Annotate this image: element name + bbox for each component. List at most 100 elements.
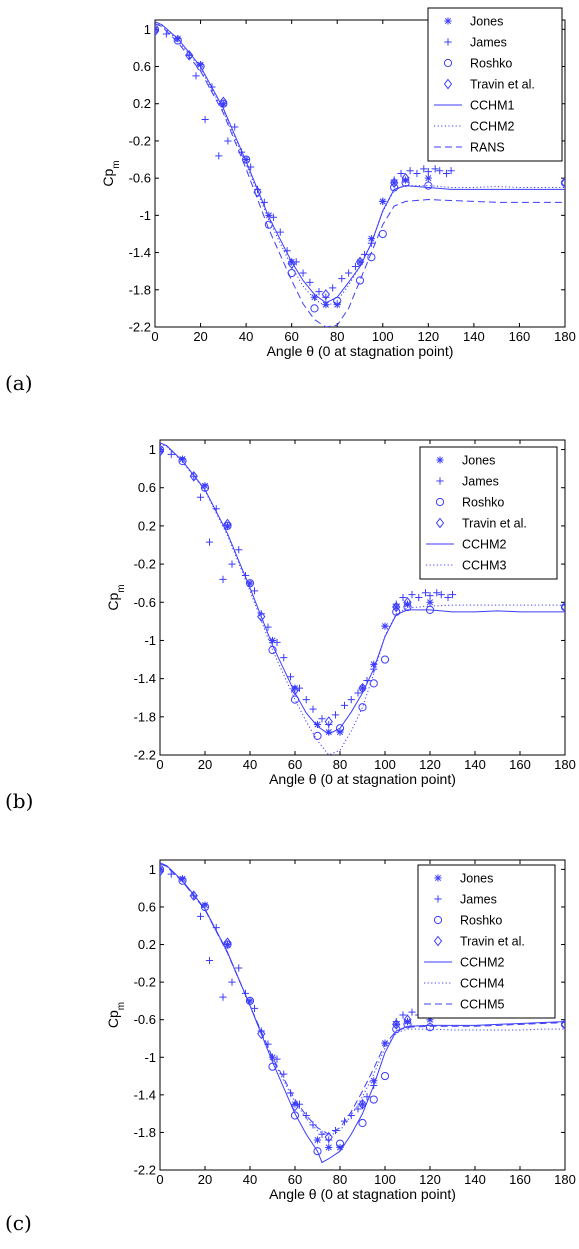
data-point-james — [345, 269, 353, 277]
legend-swatch-james — [436, 477, 444, 485]
x-tick-label: 80 — [333, 757, 347, 772]
data-point-james — [420, 165, 428, 173]
data-point-jones — [313, 720, 322, 729]
data-point-jones — [424, 174, 432, 182]
legend-entry-travin-et-al: Travin et al. — [470, 78, 535, 92]
data-point-james — [205, 956, 214, 965]
y-tick-label: 1 — [144, 22, 151, 37]
data-point-jones — [325, 1143, 333, 1152]
data-point-travin-et-al — [403, 596, 412, 608]
data-point-james — [318, 1130, 326, 1138]
y-tick-label: 1 — [149, 862, 156, 877]
data-point-roshko — [369, 1095, 378, 1104]
data-point-james — [273, 638, 281, 646]
data-point-roshko — [367, 253, 376, 262]
x-tick-label: 120 — [419, 757, 441, 772]
data-point-james — [192, 72, 200, 80]
x-tick-label: 40 — [243, 1172, 257, 1187]
data-point-james — [196, 912, 205, 920]
data-point-james — [196, 493, 205, 501]
data-point-james — [408, 591, 416, 599]
data-point-jones — [358, 684, 367, 692]
data-point-travin-et-al — [160, 446, 165, 457]
x-tick-label: 0 — [156, 1172, 163, 1187]
data-point-roshko — [310, 304, 319, 313]
data-point-jones — [322, 301, 330, 309]
legend-swatch-jones — [436, 456, 444, 464]
y-tick-label: -1.4 — [134, 671, 156, 686]
data-point-jones — [370, 660, 378, 668]
data-point-jones — [201, 901, 209, 909]
data-point-travin-et-al — [189, 470, 198, 482]
legend-swatch-roshko — [443, 58, 453, 68]
legend-entry-jones: Jones — [460, 872, 493, 886]
data-point-jones — [246, 997, 254, 1005]
y-tick-label: -0.6 — [129, 171, 151, 186]
data-point-roshko — [424, 181, 433, 190]
data-point-travin-et-al — [560, 177, 565, 189]
x-tick-label: 80 — [330, 329, 344, 344]
legend-entry-cchm1: CCHM1 — [470, 99, 514, 113]
panel-label: (a) — [5, 371, 33, 395]
legend-entry-roshko: Roshko — [470, 57, 512, 71]
y-tick-label: -1 — [139, 208, 151, 223]
x-tick-label: 120 — [417, 329, 439, 344]
x-tick-label: 180 — [554, 1172, 576, 1187]
data-point-james — [201, 115, 209, 124]
series-line-cchm1 — [155, 21, 565, 304]
data-point-james — [442, 169, 451, 178]
plot-series-group — [160, 442, 565, 755]
y-tick-label: -0.2 — [129, 133, 151, 148]
y-tick-label: -0.2 — [134, 557, 156, 572]
data-point-james — [325, 1136, 333, 1144]
data-point-travin-et-al — [392, 1019, 401, 1030]
data-point-james — [315, 288, 323, 296]
y-axis-label-subscript: m — [116, 584, 127, 592]
data-point-roshko — [178, 876, 187, 885]
data-point-james — [331, 711, 340, 719]
data-point-roshko — [355, 276, 365, 285]
x-tick-label: 140 — [464, 1172, 486, 1187]
y-tick-label: -1.4 — [129, 245, 151, 260]
data-point-james — [219, 993, 227, 1001]
data-point-james — [306, 278, 314, 286]
data-point-james — [397, 169, 405, 178]
x-tick-label: 20 — [198, 757, 212, 772]
data-point-jones — [219, 100, 227, 108]
legend-entry-roshko: Roshko — [462, 496, 504, 510]
data-point-roshko — [160, 445, 165, 454]
legend-entry-jones: Jones — [470, 15, 503, 29]
data-point-james — [167, 450, 175, 458]
y-axis-label-main: Cp — [105, 1010, 121, 1028]
data-point-roshko — [173, 36, 182, 45]
data-point-james — [160, 867, 164, 875]
data-point-james — [250, 1004, 259, 1013]
x-tick-label: 100 — [374, 1172, 396, 1187]
data-point-roshko — [380, 655, 390, 664]
data-point-james — [325, 720, 333, 729]
legend-swatch-jones — [444, 17, 452, 25]
data-point-travin-et-al — [290, 1100, 300, 1112]
data-point-jones — [426, 598, 434, 606]
x-tick-label: 60 — [288, 1172, 302, 1187]
data-point-jones — [356, 258, 364, 266]
data-point-james — [381, 1039, 389, 1047]
data-point-jones — [313, 1136, 322, 1144]
y-tick-label: 0.2 — [133, 96, 151, 111]
data-point-roshko — [200, 483, 210, 492]
y-tick-label: -2.2 — [134, 1163, 156, 1178]
data-point-roshko — [378, 229, 387, 239]
data-point-james — [318, 715, 326, 723]
data-point-james — [224, 137, 232, 145]
legend-entry-cchm4: CCHM4 — [460, 977, 504, 991]
x-tick-label: 60 — [284, 329, 298, 344]
data-point-travin-et-al — [155, 25, 160, 37]
y-axis-label-main: Cp — [105, 593, 121, 611]
x-tick-label: 20 — [193, 329, 207, 344]
data-point-james — [276, 228, 284, 236]
plot-series-group — [155, 21, 565, 327]
x-axis-label: Angle θ (0 at stagnation point) — [269, 1186, 456, 1202]
x-tick-label: 100 — [372, 329, 394, 344]
legend-box — [427, 7, 563, 162]
